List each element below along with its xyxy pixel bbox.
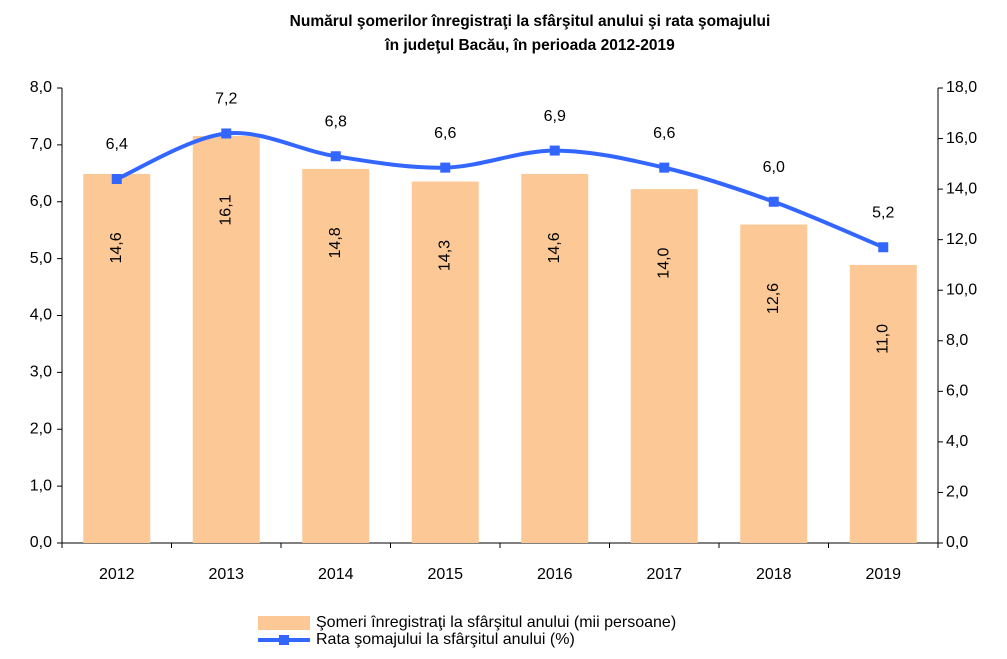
bar-value-label: 14,0 (655, 247, 672, 278)
y2-tick-label: 14,0 (946, 180, 977, 197)
y2-tick-label: 2,0 (946, 484, 968, 501)
line-value-label: 6,4 (106, 136, 128, 153)
bar-value-label: 14,3 (436, 240, 453, 271)
bar (192, 136, 260, 543)
line-value-label: 6,9 (544, 108, 566, 125)
bar (411, 181, 479, 543)
x-tick-label: 2013 (208, 566, 244, 583)
bar (83, 173, 151, 543)
bar-value-label: 14,6 (108, 232, 125, 263)
y2-tick-label: 6,0 (946, 383, 968, 400)
y-tick-label: 0,0 (30, 534, 52, 551)
y2-tick-label: 0,0 (946, 534, 968, 551)
bar (849, 264, 917, 543)
y2-tick-label: 4,0 (946, 433, 968, 450)
line-marker (111, 174, 122, 184)
y-tick-label: 1,0 (30, 477, 52, 494)
line-marker (330, 151, 341, 162)
bar-value-label: 14,6 (546, 232, 563, 263)
line-marker (768, 196, 779, 207)
chart-title: în judeţul Bacău, în perioada 2012-2019 (384, 37, 675, 54)
legend-swatch (279, 635, 289, 645)
line-marker (878, 242, 889, 253)
line-value-label: 6,8 (325, 113, 347, 130)
legend-label: Rata şomajului la sfârşitul anului (%) (316, 631, 575, 648)
line-marker (659, 162, 670, 173)
x-tick-label: 2015 (427, 566, 463, 583)
x-tick-label: 2018 (756, 566, 792, 583)
legend-swatch (258, 616, 310, 630)
line-marker (221, 128, 232, 139)
chart-title: Numărul şomerilor înregistraţi la sfârşi… (290, 13, 771, 30)
y-tick-label: 2,0 (30, 420, 52, 437)
line-marker (549, 145, 560, 156)
y-tick-label: 8,0 (30, 79, 52, 96)
bar-value-label: 14,8 (327, 227, 344, 258)
bar-value-label: 12,6 (765, 283, 782, 314)
x-tick-label: 2019 (865, 566, 901, 583)
line-marker (440, 162, 451, 173)
bar-value-label: 11,0 (874, 324, 891, 354)
line (115, 131, 885, 250)
bar-value-label: 16,1 (217, 194, 234, 225)
line-value-label: 5,2 (872, 204, 894, 221)
y2-tick-label: 18,0 (946, 79, 977, 96)
y-tick-label: 5,0 (30, 250, 52, 267)
y-tick-label: 4,0 (30, 307, 52, 324)
line-value-label: 6,6 (434, 125, 456, 142)
x-tick-label: 2016 (537, 566, 573, 583)
x-tick-label: 2014 (318, 566, 354, 583)
x-tick-label: 2012 (99, 566, 135, 583)
x-tick-label: 2017 (646, 566, 682, 583)
y2-tick-label: 8,0 (946, 332, 968, 349)
bar (740, 224, 808, 543)
y2-tick-label: 16,0 (946, 130, 977, 147)
line-value-label: 6,6 (653, 125, 675, 142)
bar (630, 189, 698, 543)
y-tick-label: 3,0 (30, 364, 52, 381)
line-value-label: 6,0 (763, 159, 785, 176)
y2-tick-label: 10,0 (946, 281, 977, 298)
bar (521, 173, 589, 543)
line-value-label: 7,2 (215, 91, 237, 108)
bar (302, 168, 370, 543)
y-tick-label: 7,0 (30, 136, 52, 153)
legend-label: Şomeri înregistraţi la sfârşitul anului … (316, 614, 676, 631)
y2-tick-label: 12,0 (946, 231, 977, 248)
y-tick-label: 6,0 (30, 193, 52, 210)
